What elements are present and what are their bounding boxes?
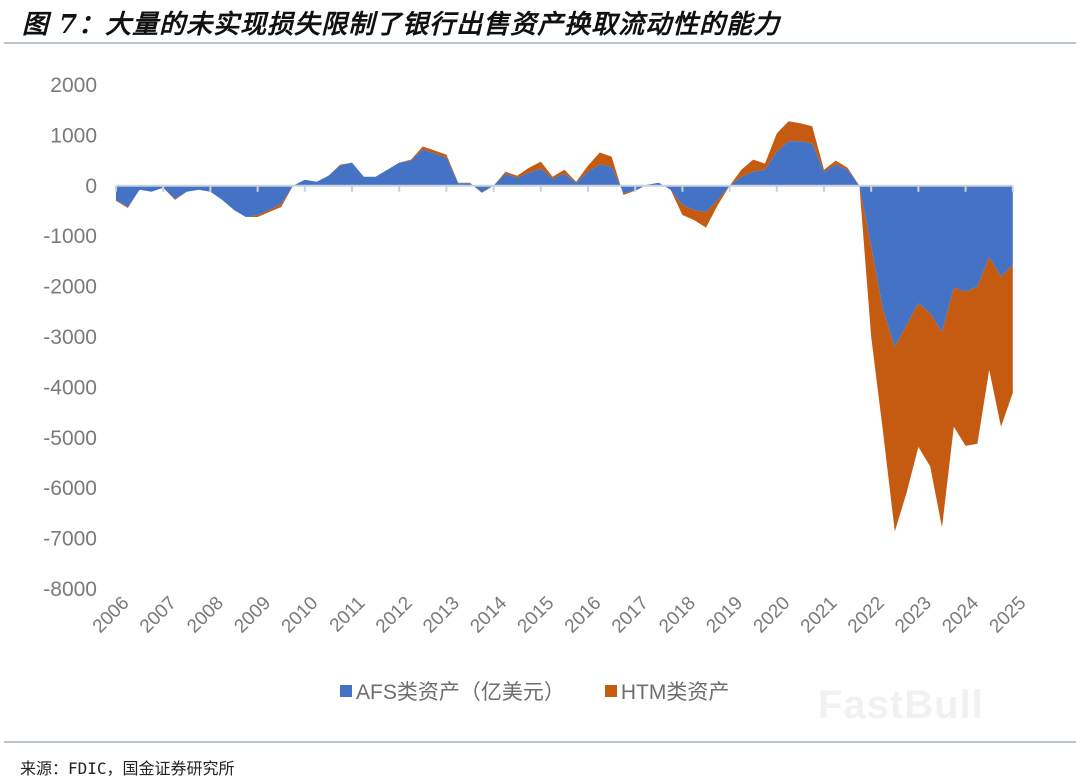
legend-item-htm: HTM类资产: [604, 676, 730, 706]
legend-swatch-afs: [340, 685, 352, 697]
y-tick-label: -6000: [43, 477, 97, 500]
x-tick-label: 2014: [466, 592, 511, 637]
bottom-divider: [4, 741, 1076, 743]
y-tick-label: -3000: [43, 326, 97, 349]
x-tick-label: 2015: [514, 593, 559, 638]
x-tick-label: 2016: [561, 593, 606, 638]
legend-label-afs: AFS类资产（亿美元）: [356, 681, 565, 704]
stacked-area-chart: 2000 1000 0 -1000 -2000 -3000 -4000 -5000 -6000 -…: [43, 74, 1031, 638]
source-note: 来源：FDIC，国金证券研究所: [20, 759, 235, 778]
afs-area: [116, 141, 1013, 348]
figure-title: 图 7：大量的未实现损失限制了银行出售资产换取流动性的能力: [22, 10, 781, 40]
x-tick-label: 2025: [986, 593, 1031, 638]
y-tick-label: 0: [85, 175, 97, 198]
legend-label-htm: HTM类资产: [620, 681, 730, 704]
x-tick-label: 2021: [797, 593, 842, 638]
y-tick-label: -1000: [43, 225, 97, 248]
y-tick-label: -4000: [43, 376, 97, 399]
watermark-logo: FastBull: [818, 683, 984, 727]
x-tick-label: 2013: [419, 593, 464, 638]
top-divider: [4, 42, 1076, 44]
x-tick-label: 2009: [230, 593, 275, 638]
x-tick-label: 2017: [608, 593, 653, 638]
x-tick-label: 2024: [938, 592, 983, 637]
y-tick-label: 2000: [50, 74, 97, 97]
x-tick-label: 2020: [750, 593, 795, 638]
legend-item-afs: AFS类资产（亿美元）: [340, 676, 565, 706]
x-tick-label: 2008: [183, 593, 228, 638]
y-tick-label: -2000: [43, 276, 97, 299]
y-tick-label: 1000: [50, 124, 97, 147]
x-tick-label: 2007: [136, 593, 181, 638]
y-tick-label: -5000: [43, 427, 97, 450]
x-tick-label: 2019: [702, 593, 747, 638]
x-tick-label: 2011: [326, 593, 370, 637]
x-tick-label: 2010: [278, 593, 323, 638]
y-tick-label: -8000: [43, 578, 97, 601]
y-tick-label: -7000: [43, 528, 97, 551]
x-tick-label: 2022: [844, 593, 889, 638]
legend-swatch-htm: [604, 685, 617, 697]
x-tick-label: 2018: [655, 593, 700, 638]
x-tick-label: 2023: [891, 593, 936, 638]
x-tick-label: 2012: [372, 593, 417, 638]
chart-legend: AFS类资产（亿美元） HTM类资产: [340, 676, 729, 706]
